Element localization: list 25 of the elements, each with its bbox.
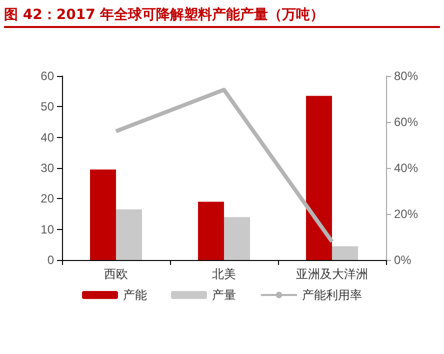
y-tick-label: 60 — [40, 69, 54, 83]
y2-tick-label: 80% — [394, 69, 418, 83]
bar — [306, 96, 332, 260]
x-tick-label: 亚洲及大洋洲 — [296, 267, 368, 281]
x-tick-label: 北美 — [212, 267, 236, 281]
y-tick-label: 10 — [40, 222, 54, 236]
legend-label: 产能利用率 — [302, 288, 362, 302]
x-tick-label: 西欧 — [104, 267, 128, 281]
y-tick-label: 40 — [40, 130, 54, 144]
y-tick-label: 50 — [40, 100, 54, 114]
chart-title: 图 42：2017 年全球可降解塑料产能产量（万吨） — [4, 4, 440, 28]
y-tick-label: 30 — [40, 161, 54, 175]
y-tick-label: 20 — [40, 192, 54, 206]
legend-label: 产量 — [212, 288, 236, 302]
y2-tick-label: 60% — [394, 115, 418, 129]
bar — [116, 209, 142, 260]
y2-tick-label: 20% — [394, 207, 418, 221]
bar — [198, 202, 224, 260]
bar — [332, 246, 358, 260]
bar — [90, 170, 116, 260]
y2-tick-label: 0% — [394, 253, 412, 267]
y-tick-label: 0 — [47, 253, 54, 267]
y2-tick-label: 40% — [394, 161, 418, 175]
bar — [224, 217, 250, 260]
legend-label: 产能 — [123, 288, 147, 302]
